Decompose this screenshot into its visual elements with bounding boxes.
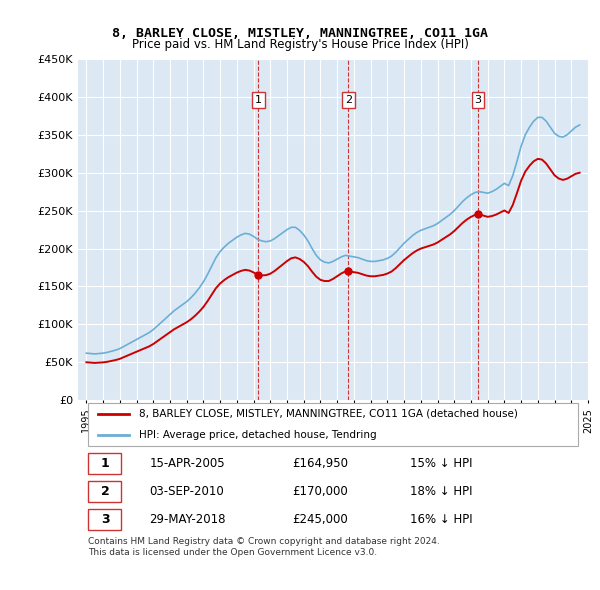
FancyBboxPatch shape bbox=[88, 481, 121, 501]
Text: Price paid vs. HM Land Registry's House Price Index (HPI): Price paid vs. HM Land Registry's House … bbox=[131, 38, 469, 51]
Text: 29-MAY-2018: 29-MAY-2018 bbox=[149, 513, 226, 526]
Text: 3: 3 bbox=[475, 95, 481, 105]
Text: 8, BARLEY CLOSE, MISTLEY, MANNINGTREE, CO11 1GA (detached house): 8, BARLEY CLOSE, MISTLEY, MANNINGTREE, C… bbox=[139, 408, 518, 418]
Text: 2: 2 bbox=[101, 485, 109, 498]
Text: 2: 2 bbox=[345, 95, 352, 105]
Text: £245,000: £245,000 bbox=[292, 513, 348, 526]
Text: HPI: Average price, detached house, Tendring: HPI: Average price, detached house, Tend… bbox=[139, 430, 377, 440]
Text: 03-SEP-2010: 03-SEP-2010 bbox=[149, 485, 224, 498]
Text: 1: 1 bbox=[255, 95, 262, 105]
FancyBboxPatch shape bbox=[88, 402, 578, 445]
Text: £170,000: £170,000 bbox=[292, 485, 348, 498]
Text: £164,950: £164,950 bbox=[292, 457, 348, 470]
Text: 18% ↓ HPI: 18% ↓ HPI bbox=[409, 485, 472, 498]
FancyBboxPatch shape bbox=[88, 453, 121, 474]
Text: 15-APR-2005: 15-APR-2005 bbox=[149, 457, 225, 470]
Text: 1: 1 bbox=[101, 457, 109, 470]
Text: 15% ↓ HPI: 15% ↓ HPI bbox=[409, 457, 472, 470]
Text: Contains HM Land Registry data © Crown copyright and database right 2024.
This d: Contains HM Land Registry data © Crown c… bbox=[88, 537, 440, 557]
Text: 3: 3 bbox=[101, 513, 109, 526]
FancyBboxPatch shape bbox=[88, 509, 121, 530]
Text: 16% ↓ HPI: 16% ↓ HPI bbox=[409, 513, 472, 526]
Text: 8, BARLEY CLOSE, MISTLEY, MANNINGTREE, CO11 1GA: 8, BARLEY CLOSE, MISTLEY, MANNINGTREE, C… bbox=[112, 27, 488, 40]
